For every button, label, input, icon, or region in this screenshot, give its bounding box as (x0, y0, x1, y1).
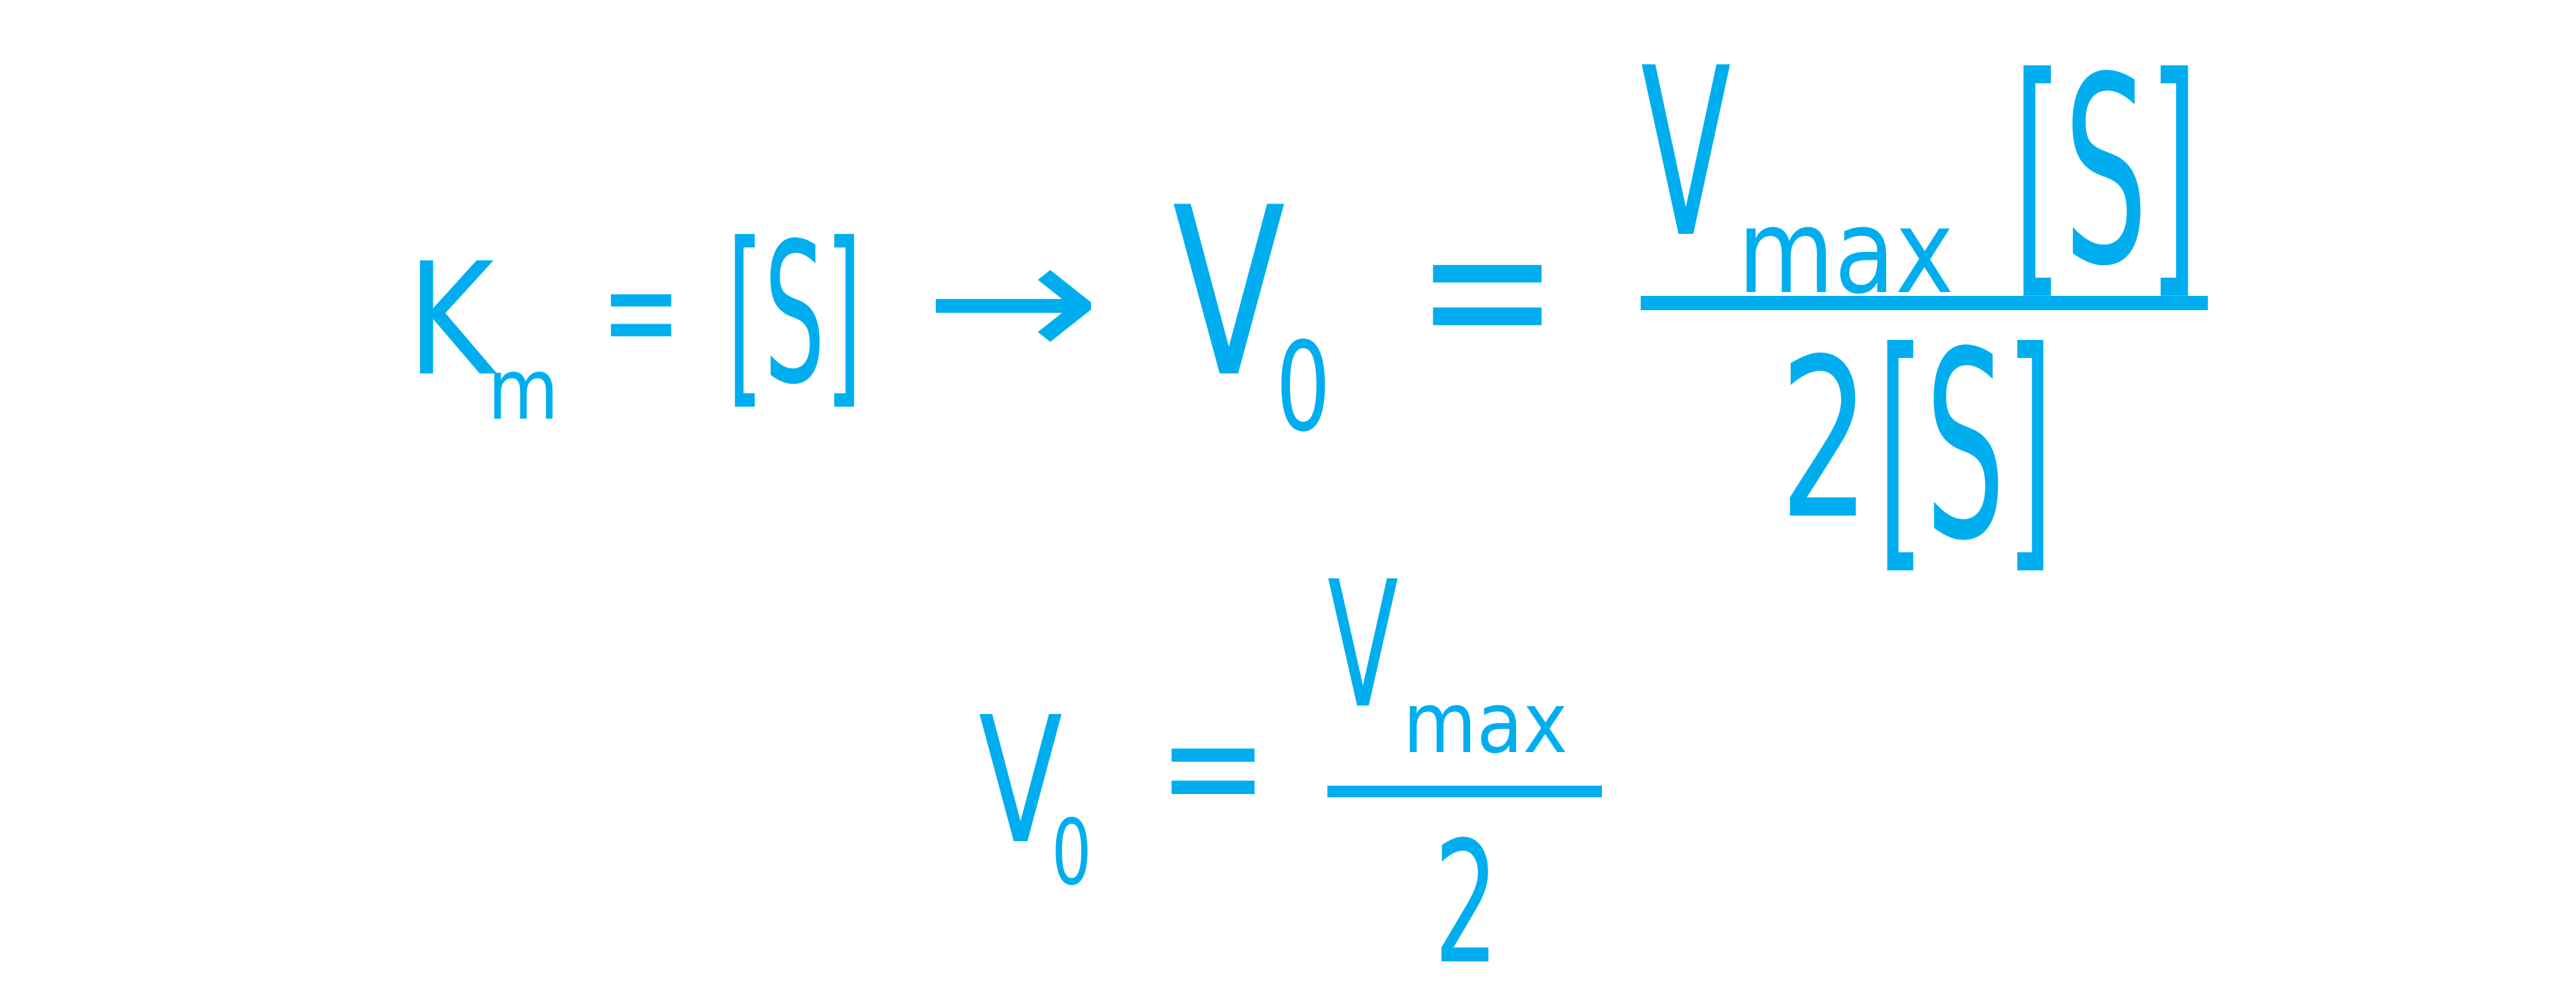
fraction-bar-1 (1641, 296, 2208, 310)
fraction-bar-2 (1327, 786, 1602, 797)
v0-subscript-2: 0 (1052, 801, 1092, 906)
equals-sign-3: = (1158, 672, 1269, 860)
numerator-vmax-symbol-2: V (1327, 543, 1399, 747)
v0-subscript: 0 (1276, 316, 1331, 459)
denominator-substrate: [S] (1876, 297, 2054, 598)
numerator-substrate: [S] (2012, 23, 2199, 323)
v0-symbol: V (1172, 158, 1286, 428)
numerator-vmax-symbol: V (1641, 18, 1732, 289)
equals-sign-2: = (1415, 164, 1560, 412)
v0-symbol-2: V (979, 679, 1063, 883)
denominator-2: 2 (1434, 806, 1499, 984)
km-symbol: K (407, 229, 497, 410)
equation-1: K m = [S] → V 0 = V max [S] 2 [S] (407, 18, 2208, 598)
implies-arrow: → (924, 204, 1101, 399)
equation-2: V 0 = V max 2 (979, 543, 1602, 984)
substrate-concentration-1: [S] (727, 202, 862, 427)
km-subscript: m (488, 340, 559, 439)
denominator-coefficient: 2 (1780, 312, 1870, 568)
equals-sign-1: = (601, 225, 681, 397)
numerator-vmax-subscript-2: max (1403, 674, 1568, 772)
